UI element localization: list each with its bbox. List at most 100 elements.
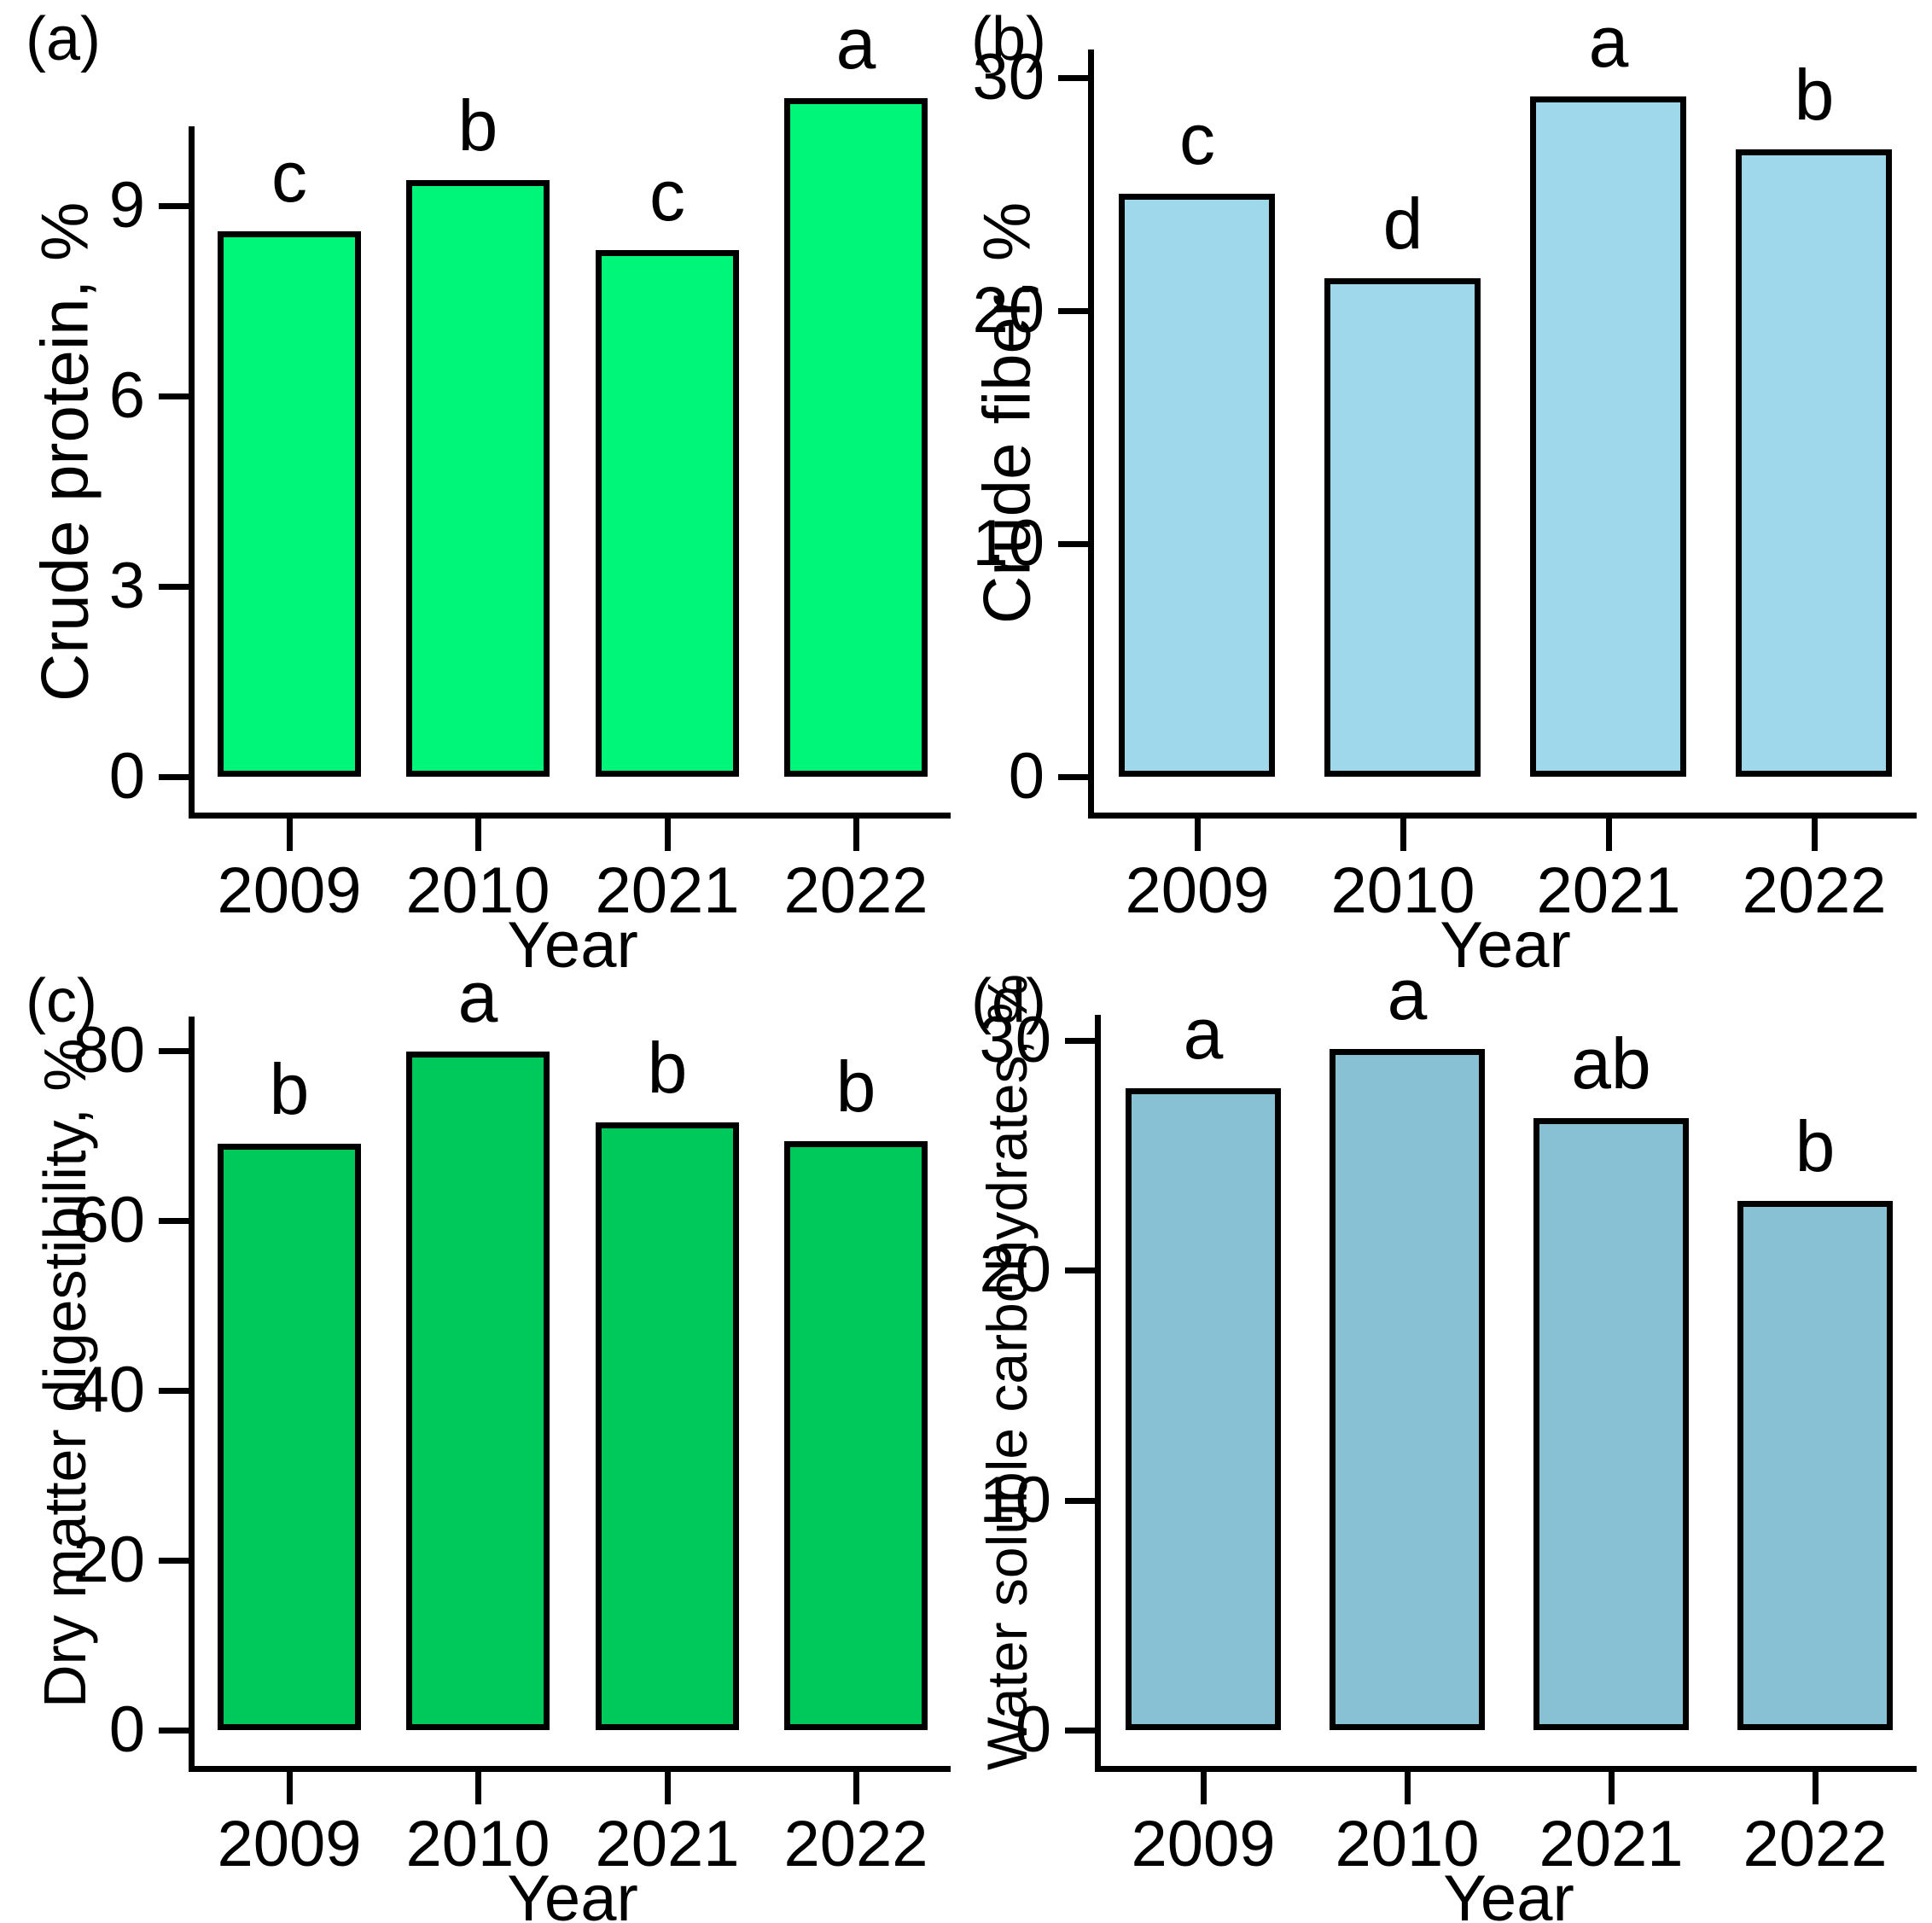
y-tick-mark: [1065, 1038, 1095, 1044]
y-axis-line: [189, 1017, 195, 1772]
x-tick-label: 2021: [1539, 1808, 1684, 1880]
significance-letter: a: [1183, 994, 1224, 1074]
x-tick-mark: [1201, 1772, 1207, 1804]
significance-letter: b: [1794, 55, 1835, 135]
y-tick-mark: [159, 774, 189, 780]
panel-label-c: (c): [26, 967, 97, 1035]
y-tick-mark: [159, 1728, 189, 1734]
significance-letter: a: [835, 3, 876, 84]
x-axis-line: [189, 1766, 951, 1772]
x-tick-label: 2021: [595, 1808, 740, 1880]
x-tick-mark: [475, 819, 481, 851]
y-tick-mark: [1058, 541, 1088, 547]
x-tick-mark: [665, 819, 671, 851]
bar-2010: [406, 1052, 550, 1730]
significance-letter: c: [1179, 99, 1215, 179]
y-tick-mark: [1065, 1498, 1095, 1504]
panel-crude-protein: (a) Crude protein, % Year 0 3 6 9 c 2009 b 2010…: [0, 0, 966, 980]
y-tick-label: 30: [979, 1004, 1051, 1076]
y-axis-line: [1088, 50, 1094, 819]
panel-dry-matter-digestibility: (c) Dry matter digestibility, % Year 0 20…: [0, 957, 966, 1923]
x-axis-line: [189, 813, 951, 819]
x-tick-mark: [665, 1772, 671, 1804]
bar-2009: [218, 231, 361, 777]
y-tick-label: 20: [972, 274, 1045, 347]
y-tick-mark: [159, 584, 189, 590]
x-tick-mark: [287, 819, 293, 851]
bar-2021: [596, 1122, 739, 1730]
x-tick-label: 2010: [405, 1808, 550, 1880]
y-tick-label: 20: [979, 1233, 1051, 1306]
y-tick-label: 0: [1015, 1693, 1051, 1766]
y-tick-mark: [159, 203, 189, 209]
x-tick-label: 2010: [1335, 1808, 1480, 1880]
x-axis-title-year: Year: [1443, 1862, 1574, 1923]
y-tick-mark: [1058, 774, 1088, 780]
panel-label-d: (d): [971, 967, 1046, 1035]
y-tick-mark: [159, 1218, 189, 1224]
x-axis-title-year: Year: [507, 1862, 638, 1923]
y-axis-line: [1095, 1015, 1101, 1772]
significance-letter: b: [835, 1046, 876, 1127]
y-tick-mark: [1058, 75, 1088, 81]
x-tick-label: 2022: [1742, 854, 1887, 927]
x-tick-label: 2021: [595, 854, 740, 927]
y-tick-label: 0: [1008, 740, 1045, 813]
panel-crude-fiber: (b) Crude fiber, % Year 0 10 20 30 c 2009 d 201…: [966, 0, 1932, 980]
x-axis-line: [1095, 1766, 1917, 1772]
y-tick-label: 3: [108, 550, 145, 622]
x-tick-label: 2010: [1330, 854, 1475, 927]
x-tick-mark: [1400, 819, 1406, 851]
y-tick-label: 10: [979, 1464, 1051, 1536]
y-tick-label: 30: [972, 41, 1045, 114]
x-tick-label: 2022: [783, 1808, 928, 1880]
x-tick-label: 2021: [1536, 854, 1681, 927]
y-tick-label: 6: [108, 359, 145, 432]
significance-letter: a: [1387, 954, 1428, 1034]
x-axis-title-year: Year: [507, 909, 638, 982]
x-tick-label: 2022: [1743, 1808, 1888, 1880]
x-tick-mark: [287, 1772, 293, 1804]
bar-2022: [1737, 1201, 1893, 1730]
bar-2022: [1736, 149, 1892, 777]
bar-2021: [1533, 1118, 1689, 1730]
x-tick-label: 2010: [405, 854, 550, 927]
y-tick-mark: [159, 1048, 189, 1054]
bar-2022: [784, 98, 928, 777]
y-tick-mark: [159, 393, 189, 399]
y-tick-mark: [159, 1388, 189, 1394]
x-tick-label: 2009: [217, 854, 362, 927]
significance-letter: b: [647, 1028, 688, 1108]
x-axis-title-year: Year: [1440, 909, 1571, 982]
x-axis-line: [1088, 813, 1917, 819]
significance-letter: ab: [1571, 1023, 1651, 1104]
significance-letter: b: [457, 85, 498, 166]
y-axis-line: [189, 126, 195, 819]
significance-letter: b: [269, 1049, 310, 1129]
bar-2021: [1530, 96, 1686, 777]
bar-2009: [1119, 194, 1275, 777]
y-tick-label: 0: [108, 1693, 145, 1766]
y-tick-label: 0: [108, 740, 145, 813]
x-tick-label: 2022: [783, 854, 928, 927]
bar-2009: [1126, 1088, 1281, 1730]
significance-letter: d: [1382, 184, 1423, 264]
x-tick-label: 2009: [217, 1808, 362, 1880]
significance-letter: b: [1795, 1106, 1836, 1186]
y-axis-title-crude-fiber: Crude fiber, %: [969, 201, 1045, 625]
y-tick-mark: [1058, 308, 1088, 314]
x-tick-mark: [1195, 819, 1201, 851]
panel-label-a: (a): [26, 5, 101, 73]
x-tick-mark: [1609, 1772, 1615, 1804]
y-tick-mark: [1065, 1728, 1095, 1734]
significance-letter: a: [457, 957, 498, 1037]
x-tick-mark: [1405, 1772, 1411, 1804]
bar-2009: [218, 1144, 361, 1730]
y-tick-label: 60: [73, 1184, 145, 1256]
significance-letter: a: [1588, 2, 1629, 82]
panel-water-soluble-carbohydrates: (d) Water soluble carbohydrates, % Year …: [966, 957, 1932, 1923]
bar-2010: [1324, 278, 1481, 777]
y-tick-mark: [159, 1558, 189, 1564]
y-tick-label: 40: [73, 1354, 145, 1426]
